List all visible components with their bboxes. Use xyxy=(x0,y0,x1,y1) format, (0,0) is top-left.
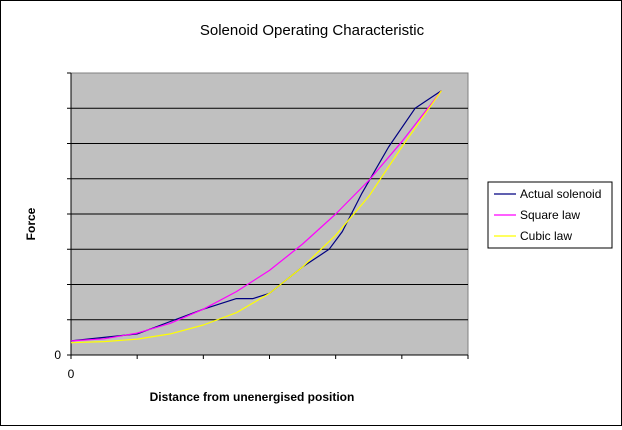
series-lines xyxy=(70,90,442,344)
axis-ticks xyxy=(67,72,469,359)
legend: Actual solenoid Square law Cubic law xyxy=(487,181,613,249)
y-axis-label: Force xyxy=(24,207,38,240)
y-tick-label: 0 xyxy=(54,348,61,362)
legend-label-cubic: Cubic law xyxy=(520,229,572,243)
series-line-cubic-law xyxy=(70,90,442,344)
legend-label-square: Square law xyxy=(520,208,580,222)
legend-label-actual: Actual solenoid xyxy=(520,187,601,201)
x-tick-label: 0 xyxy=(68,367,75,381)
gridlines xyxy=(71,107,468,321)
series-line-square-law xyxy=(70,90,442,342)
x-axis-label: Distance from unenergised position xyxy=(150,390,355,404)
chart-title: Solenoid Operating Characteristic xyxy=(200,22,425,39)
